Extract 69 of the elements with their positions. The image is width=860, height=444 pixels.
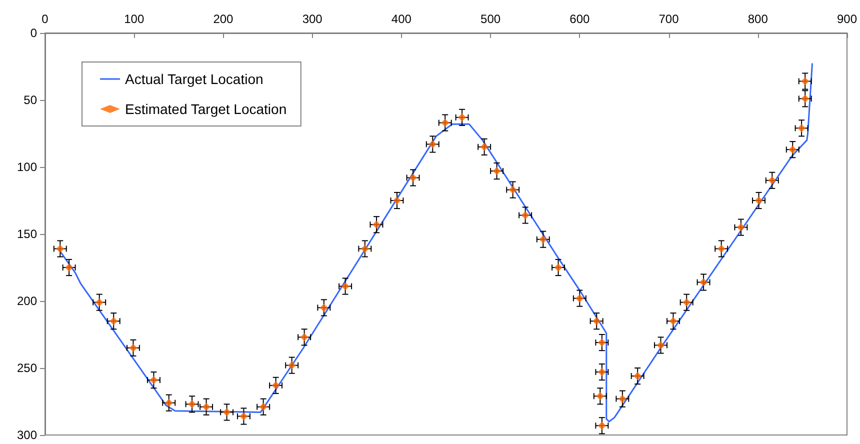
point	[240, 412, 248, 420]
point	[508, 186, 517, 194]
point	[300, 333, 308, 342]
x-tick-label: 100	[124, 12, 144, 26]
y-tick-label: 250	[16, 361, 38, 375]
point	[801, 77, 810, 86]
x-tick-label: 700	[658, 12, 680, 26]
x-tick-label: 800	[748, 12, 768, 26]
point	[754, 196, 763, 204]
point	[428, 140, 437, 148]
point	[441, 118, 450, 127]
legend-label: Actual Target Location	[125, 71, 264, 87]
point	[596, 392, 604, 400]
x-tick-label: 0	[42, 12, 49, 26]
point	[222, 408, 231, 416]
point	[656, 341, 665, 350]
x-tick-label: 600	[570, 12, 590, 26]
point	[458, 113, 466, 122]
x-tick-label: 500	[480, 12, 501, 26]
y-tick-label: 150	[16, 227, 38, 241]
point	[150, 376, 158, 384]
point	[202, 402, 210, 411]
point	[188, 400, 196, 408]
point	[392, 196, 401, 204]
point	[700, 278, 708, 286]
point	[360, 244, 369, 253]
point	[801, 94, 810, 103]
y-tick-label: 200	[16, 294, 38, 308]
point	[539, 235, 548, 244]
y-tick-label: 100	[16, 160, 38, 174]
point	[56, 244, 64, 253]
x-tick-label: 900	[836, 12, 858, 26]
point	[259, 402, 268, 411]
point	[480, 142, 488, 151]
point	[682, 298, 691, 306]
x-tick-label: 200	[213, 12, 234, 26]
point	[521, 211, 530, 220]
y-tick-label: 50	[24, 93, 38, 107]
y-tick-label: 300	[16, 428, 38, 442]
point	[576, 294, 584, 302]
point	[492, 167, 501, 176]
point	[618, 394, 626, 403]
point	[272, 381, 280, 390]
point	[669, 317, 678, 326]
point	[592, 317, 601, 326]
point	[129, 344, 138, 352]
legend-label: Estimated Target Location	[125, 101, 287, 117]
point	[768, 176, 776, 184]
point	[788, 146, 797, 154]
point	[95, 298, 104, 306]
point	[634, 372, 642, 380]
x-tick-label: 300	[302, 12, 323, 26]
point	[65, 264, 74, 272]
y-tick-label: 0	[30, 26, 38, 40]
point	[164, 398, 173, 407]
point	[409, 174, 418, 182]
x-tick-label: 400	[391, 12, 412, 26]
point	[798, 124, 806, 132]
point	[320, 304, 328, 312]
point	[598, 368, 606, 376]
point	[341, 282, 350, 290]
point	[717, 244, 726, 253]
point	[554, 264, 562, 272]
point	[598, 338, 606, 347]
point	[288, 361, 296, 370]
point	[110, 317, 118, 326]
point	[372, 220, 380, 229]
point	[736, 223, 745, 232]
point	[598, 422, 606, 430]
